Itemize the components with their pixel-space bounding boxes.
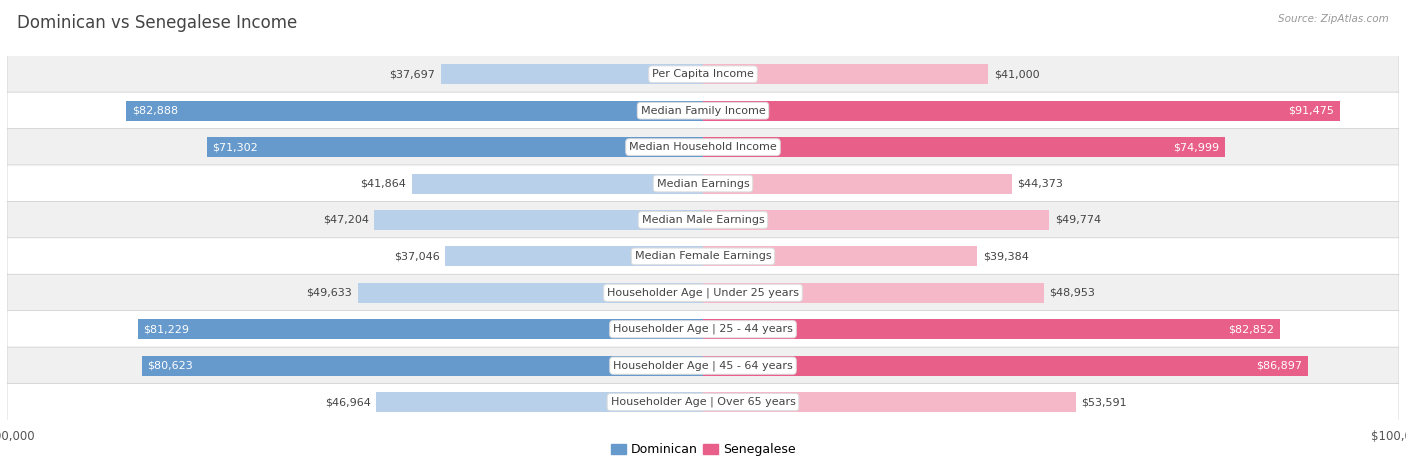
- Text: $44,373: $44,373: [1018, 178, 1063, 189]
- Text: $71,302: $71,302: [212, 142, 259, 152]
- Bar: [142, 356, 703, 375]
- Bar: [138, 319, 703, 339]
- Text: Dominican vs Senegalese Income: Dominican vs Senegalese Income: [17, 14, 297, 32]
- Text: Median Female Earnings: Median Female Earnings: [634, 251, 772, 262]
- Text: $81,229: $81,229: [143, 324, 190, 334]
- FancyBboxPatch shape: [7, 56, 1399, 93]
- Bar: [127, 101, 703, 120]
- Text: $39,384: $39,384: [983, 251, 1029, 262]
- FancyBboxPatch shape: [7, 383, 1399, 421]
- Text: $53,591: $53,591: [1081, 397, 1128, 407]
- Text: $86,897: $86,897: [1256, 361, 1302, 371]
- Bar: [357, 283, 703, 303]
- Text: $41,864: $41,864: [360, 178, 406, 189]
- Bar: [374, 210, 703, 230]
- Text: Householder Age | 25 - 44 years: Householder Age | 25 - 44 years: [613, 324, 793, 334]
- FancyBboxPatch shape: [7, 311, 1399, 348]
- Text: Median Earnings: Median Earnings: [657, 178, 749, 189]
- Bar: [207, 137, 703, 157]
- Text: $82,852: $82,852: [1227, 324, 1274, 334]
- Text: $49,633: $49,633: [307, 288, 352, 298]
- Text: Householder Age | Under 25 years: Householder Age | Under 25 years: [607, 288, 799, 298]
- Bar: [440, 64, 703, 84]
- Bar: [703, 64, 988, 84]
- Bar: [703, 319, 1279, 339]
- Legend: Dominican, Senegalese: Dominican, Senegalese: [606, 439, 800, 461]
- Bar: [377, 392, 703, 412]
- Text: Per Capita Income: Per Capita Income: [652, 69, 754, 79]
- FancyBboxPatch shape: [7, 274, 1399, 311]
- Text: Householder Age | 45 - 64 years: Householder Age | 45 - 64 years: [613, 361, 793, 371]
- Text: Median Male Earnings: Median Male Earnings: [641, 215, 765, 225]
- Bar: [703, 392, 1076, 412]
- Text: $80,623: $80,623: [148, 361, 193, 371]
- Text: $91,475: $91,475: [1288, 106, 1334, 116]
- Text: Source: ZipAtlas.com: Source: ZipAtlas.com: [1278, 14, 1389, 24]
- Bar: [703, 356, 1308, 375]
- Text: $37,046: $37,046: [394, 251, 440, 262]
- Text: Median Household Income: Median Household Income: [628, 142, 778, 152]
- Text: $74,999: $74,999: [1173, 142, 1219, 152]
- Text: Householder Age | Over 65 years: Householder Age | Over 65 years: [610, 397, 796, 407]
- Bar: [703, 174, 1012, 193]
- FancyBboxPatch shape: [7, 347, 1399, 384]
- Text: $46,964: $46,964: [325, 397, 371, 407]
- FancyBboxPatch shape: [7, 128, 1399, 166]
- FancyBboxPatch shape: [7, 165, 1399, 202]
- Text: $48,953: $48,953: [1049, 288, 1095, 298]
- FancyBboxPatch shape: [7, 238, 1399, 275]
- Bar: [703, 137, 1225, 157]
- Text: $82,888: $82,888: [132, 106, 177, 116]
- Text: $41,000: $41,000: [994, 69, 1039, 79]
- Bar: [703, 247, 977, 266]
- Bar: [412, 174, 703, 193]
- FancyBboxPatch shape: [7, 201, 1399, 239]
- Text: Median Family Income: Median Family Income: [641, 106, 765, 116]
- Bar: [703, 101, 1340, 120]
- Bar: [703, 283, 1043, 303]
- Bar: [703, 210, 1049, 230]
- Text: $49,774: $49,774: [1054, 215, 1101, 225]
- Text: $37,697: $37,697: [389, 69, 434, 79]
- Text: $47,204: $47,204: [323, 215, 368, 225]
- Bar: [446, 247, 703, 266]
- FancyBboxPatch shape: [7, 92, 1399, 129]
